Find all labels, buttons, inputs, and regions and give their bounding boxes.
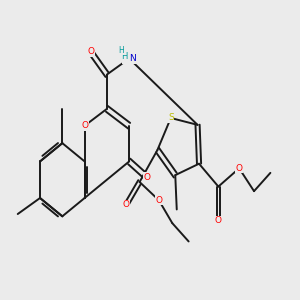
Text: O: O — [81, 121, 88, 130]
Text: O: O — [143, 173, 151, 182]
Text: H: H — [121, 52, 127, 61]
Text: NH: NH — [122, 54, 136, 63]
Text: O: O — [155, 196, 162, 205]
Text: O: O — [87, 47, 94, 56]
Text: O: O — [236, 164, 243, 173]
Text: H: H — [118, 46, 124, 55]
Text: S: S — [168, 113, 174, 122]
Text: O: O — [215, 216, 222, 225]
Text: O: O — [123, 200, 130, 209]
Text: N: N — [129, 54, 136, 63]
